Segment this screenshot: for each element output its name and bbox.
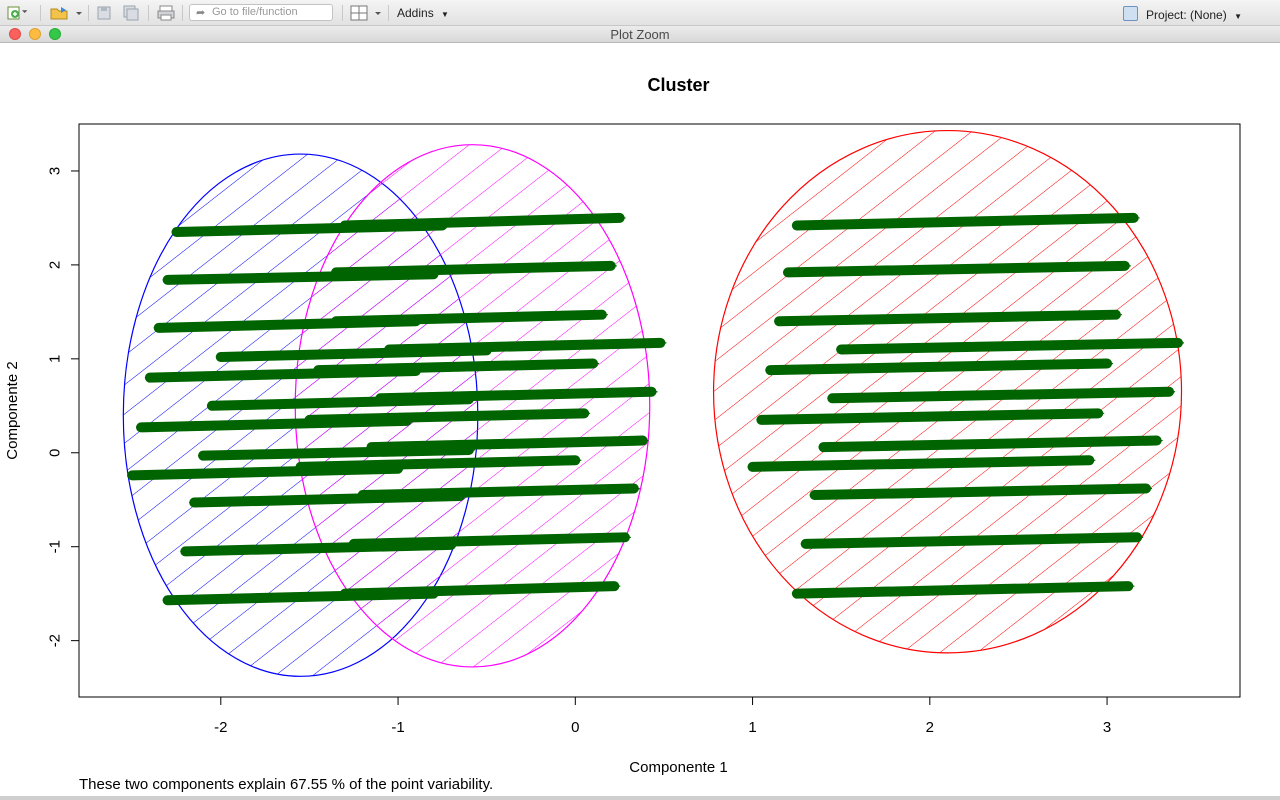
main-toolbar: ➦ Go to file/function Addins ▼ Project: … — [0, 0, 1280, 26]
x-tick-label: 1 — [748, 719, 756, 736]
close-window-button[interactable] — [9, 28, 21, 40]
x-tick-label: -2 — [214, 719, 227, 736]
goto-arrow-icon: ➦ — [196, 7, 206, 19]
x-tick-label: 2 — [926, 719, 934, 736]
chevron-down-icon: ▼ — [1234, 12, 1242, 21]
cluster-2-point-row-edge — [366, 439, 649, 448]
toolbar-separator — [388, 5, 389, 21]
cluster-3-point-row-edge — [800, 536, 1144, 545]
print-icon — [157, 5, 175, 21]
minimize-window-button[interactable] — [29, 28, 41, 40]
y-tick-label: 0 — [47, 449, 64, 457]
cluster-3-point-row-edge — [756, 412, 1105, 421]
window-titlebar: Plot Zoom — [0, 26, 1280, 43]
new-file-button[interactable] — [6, 5, 32, 21]
new-file-icon — [7, 6, 28, 20]
cluster-plot: -2 -1 0 1 2 3 -2 -1 0 1 2 3 Cluster Componente 1 Co… — [4, 75, 1241, 776]
cluster-2-point-row-edge — [313, 362, 600, 371]
project-label: Project: (None) — [1146, 8, 1227, 22]
chevron-down-icon: ▼ — [441, 10, 449, 19]
axes: -2 -1 0 1 2 3 -2 -1 0 1 2 3 — [47, 167, 1112, 736]
save-all-button[interactable] — [123, 5, 141, 21]
window-bottom-edge — [0, 796, 1280, 800]
cluster-3-point-row-edge — [809, 487, 1153, 496]
x-axis-label: Componente 1 — [629, 759, 727, 776]
y-tick-label: 1 — [47, 355, 64, 363]
y-tick-label: -2 — [47, 634, 64, 647]
cluster-3-point-row-edge — [791, 217, 1140, 227]
cluster-2-point-row-edge — [357, 487, 640, 496]
grid-panes-icon — [350, 5, 381, 21]
print-button[interactable] — [157, 5, 177, 21]
toolbar-separator — [88, 5, 89, 21]
y-tick-label: 3 — [47, 167, 64, 175]
save-icon — [97, 6, 111, 20]
variability-caption: These two components explain 67.55 % of … — [79, 776, 494, 793]
cluster-2-point-row-edge — [331, 265, 617, 274]
cluster-2-point-row-edge — [375, 391, 658, 399]
y-tick-label: -1 — [47, 540, 64, 553]
goto-placeholder: Go to file/function — [212, 6, 298, 18]
project-menu[interactable]: Project: (None) ▼ — [1122, 6, 1242, 22]
toolbar-separator — [40, 5, 41, 21]
toolbar-separator — [148, 5, 149, 21]
cluster-3-point-row-edge — [782, 265, 1131, 274]
cluster-3-point-row-edge — [747, 459, 1096, 468]
cluster-3-point-row-edge — [791, 585, 1135, 595]
toolbar-separator — [182, 5, 183, 21]
maximize-window-button[interactable] — [49, 28, 61, 40]
cluster-2-point-row-edge — [348, 536, 631, 545]
cluster-3-point-row-edge — [836, 342, 1184, 351]
cluster-3-point-row-edge — [827, 391, 1176, 399]
toolbar-separator — [342, 5, 343, 21]
x-tick-label: 3 — [1103, 719, 1111, 736]
cluster-3-point-row-edge — [818, 439, 1163, 448]
x-tick-label: 0 — [571, 719, 579, 736]
cluster-3-point-row-edge — [774, 314, 1122, 322]
addins-menu[interactable]: Addins ▼ — [397, 6, 449, 20]
project-icon — [1122, 6, 1138, 21]
cluster-2-point-row-edge — [384, 342, 667, 351]
x-tick-label: -1 — [391, 719, 404, 736]
save-button[interactable] — [96, 5, 114, 21]
open-file-button[interactable] — [49, 5, 85, 21]
y-axis-label: Componente 2 — [4, 361, 21, 459]
cluster-3-point-row-edge — [765, 362, 1114, 371]
cluster-1-point-row-edge — [198, 449, 475, 457]
window-title: Plot Zoom — [610, 27, 670, 42]
cluster-2-point-row-edge — [295, 459, 582, 468]
cluster-2-point-row-edge — [304, 412, 591, 421]
cluster-2-point-row-edge — [339, 585, 621, 595]
folder-open-icon — [50, 7, 82, 20]
save-all-icon — [123, 5, 139, 21]
y-tick-label: 2 — [47, 261, 64, 269]
point-rows — [127, 212, 1184, 606]
cluster-2-point-row-edge — [331, 314, 608, 322]
chart-title: Cluster — [647, 75, 709, 95]
cluster-2-point-row-edge — [339, 217, 626, 227]
workspace-panes-button[interactable] — [350, 5, 384, 21]
addins-label: Addins — [397, 6, 434, 20]
goto-file-input[interactable]: ➦ Go to file/function — [189, 4, 333, 21]
